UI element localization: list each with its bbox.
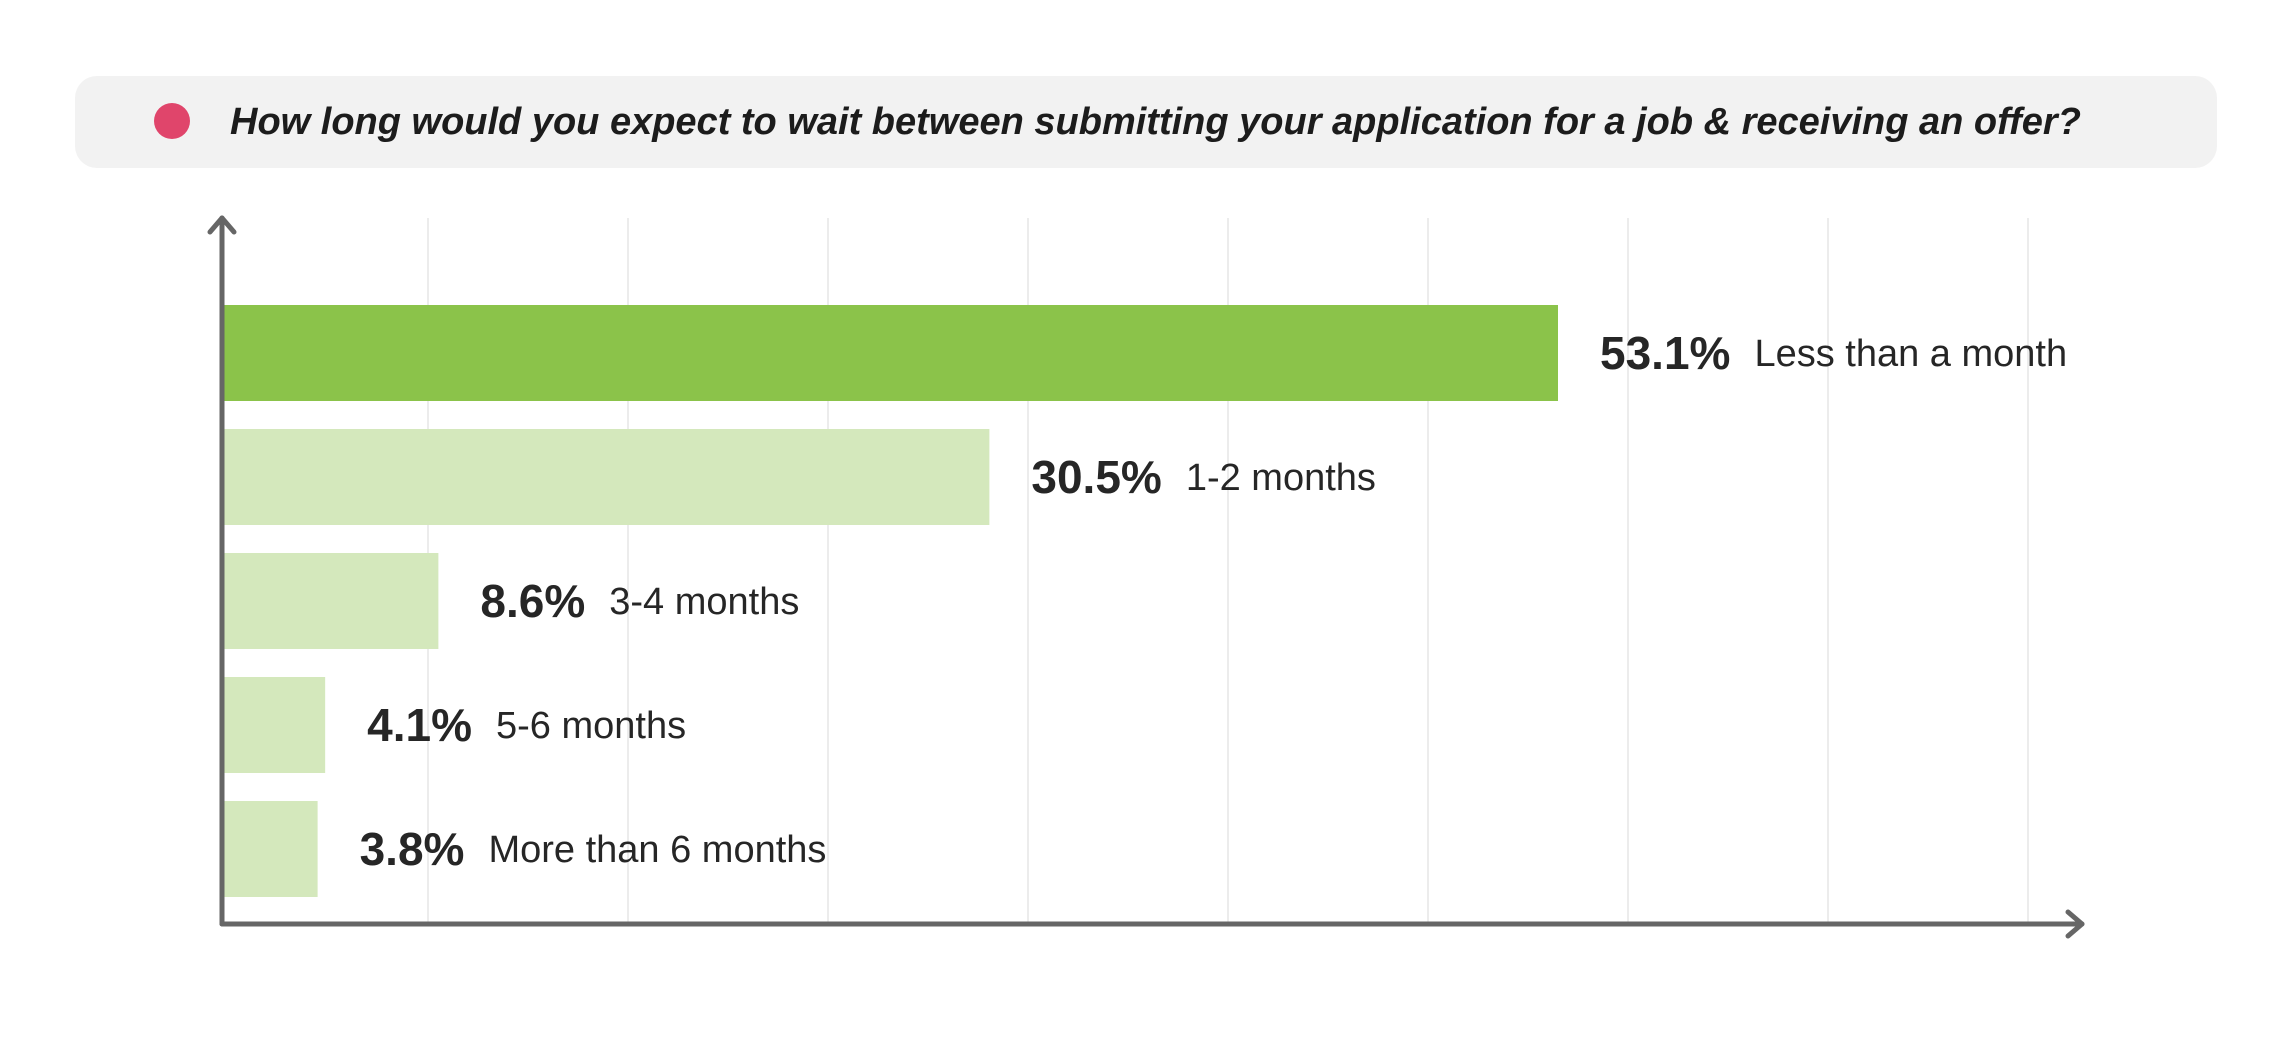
- bar-value-label: 3.8%: [360, 823, 465, 875]
- bar: [222, 801, 318, 897]
- bar: [222, 677, 326, 773]
- x-axis-arrow-icon: [2065, 909, 2085, 939]
- bar: [222, 429, 990, 525]
- bar-value-label: 53.1%: [1600, 327, 1730, 379]
- bar-value-label: 4.1%: [367, 699, 472, 751]
- bar-category-label: 1-2 months: [1186, 457, 1376, 499]
- bar-labels: 53.1% Less than a month 30.5% 1-2 months 8.6…: [360, 327, 2067, 875]
- bar-category-label: 3-4 months: [609, 581, 799, 623]
- y-axis-arrow-icon: [207, 215, 237, 235]
- bar: [222, 305, 1558, 401]
- bars: [222, 305, 1558, 897]
- chart-title: How long would you expect to wait betwee…: [230, 101, 2081, 143]
- bar: [222, 553, 439, 649]
- axes: [207, 215, 2085, 939]
- bar-category-label: Less than a month: [1754, 333, 2067, 375]
- bar-value-label: 8.6%: [480, 575, 585, 627]
- bar-category-label: More than 6 months: [488, 829, 826, 871]
- bar-value-label: 30.5%: [1031, 451, 1161, 503]
- question-banner: [75, 76, 2217, 168]
- bar-category-label: 5-6 months: [496, 705, 686, 747]
- bullet-dot-icon: [154, 103, 190, 139]
